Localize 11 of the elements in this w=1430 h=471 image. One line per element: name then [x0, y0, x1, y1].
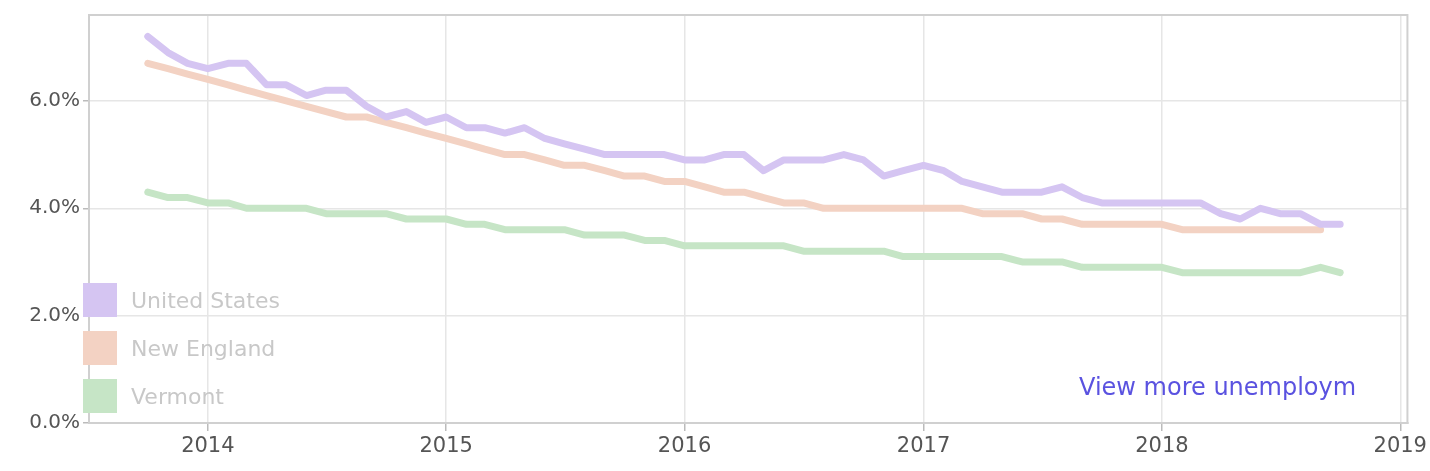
- x-tick-label: 2017: [896, 433, 951, 458]
- y-tick-label: 4.0%: [29, 194, 80, 219]
- annotation: View more unemploym: [1079, 373, 1357, 401]
- x-tick-label: 2014: [181, 433, 235, 458]
- x-tick-label: 2015: [419, 433, 473, 458]
- y-tick-label: 2.0%: [29, 301, 80, 326]
- y-tick-label: 6.0%: [29, 87, 80, 112]
- x-tick-label: 2016: [657, 433, 712, 458]
- x-tick-label: 2019: [1373, 433, 1427, 458]
- y-tick-label: 0.0%: [29, 409, 80, 434]
- x-tick-label: 2018: [1135, 433, 1189, 458]
